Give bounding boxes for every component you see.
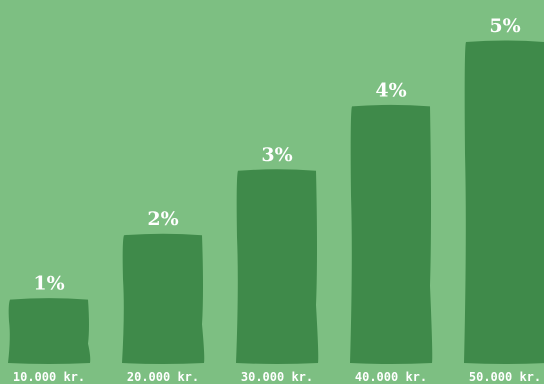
- category-labels-group: 10.000 kr. 20.000 kr. 30.000 kr. 40.000 kr.…: [13, 370, 541, 384]
- category-label-2: 20.000 kr.: [127, 370, 199, 384]
- category-label-4: 40.000 kr.: [355, 370, 427, 384]
- value-label-4: 4%: [375, 79, 406, 101]
- bar-3: [236, 169, 319, 364]
- bar-2: [122, 233, 205, 364]
- bar-4: [350, 104, 433, 365]
- value-label-5: 5%: [489, 15, 520, 37]
- value-labels-group: 1% 2% 3% 4% 5%: [33, 15, 520, 295]
- category-label-3: 30.000 kr.: [241, 370, 313, 384]
- bar-5: [464, 40, 544, 364]
- bar-1: [8, 298, 91, 364]
- category-label-5: 50.000 kr.: [469, 370, 541, 384]
- bars-group: [8, 40, 544, 365]
- value-label-3: 3%: [261, 144, 292, 166]
- value-label-2: 2%: [147, 208, 178, 230]
- value-label-1: 1%: [33, 273, 64, 295]
- category-label-1: 10.000 kr.: [13, 370, 85, 384]
